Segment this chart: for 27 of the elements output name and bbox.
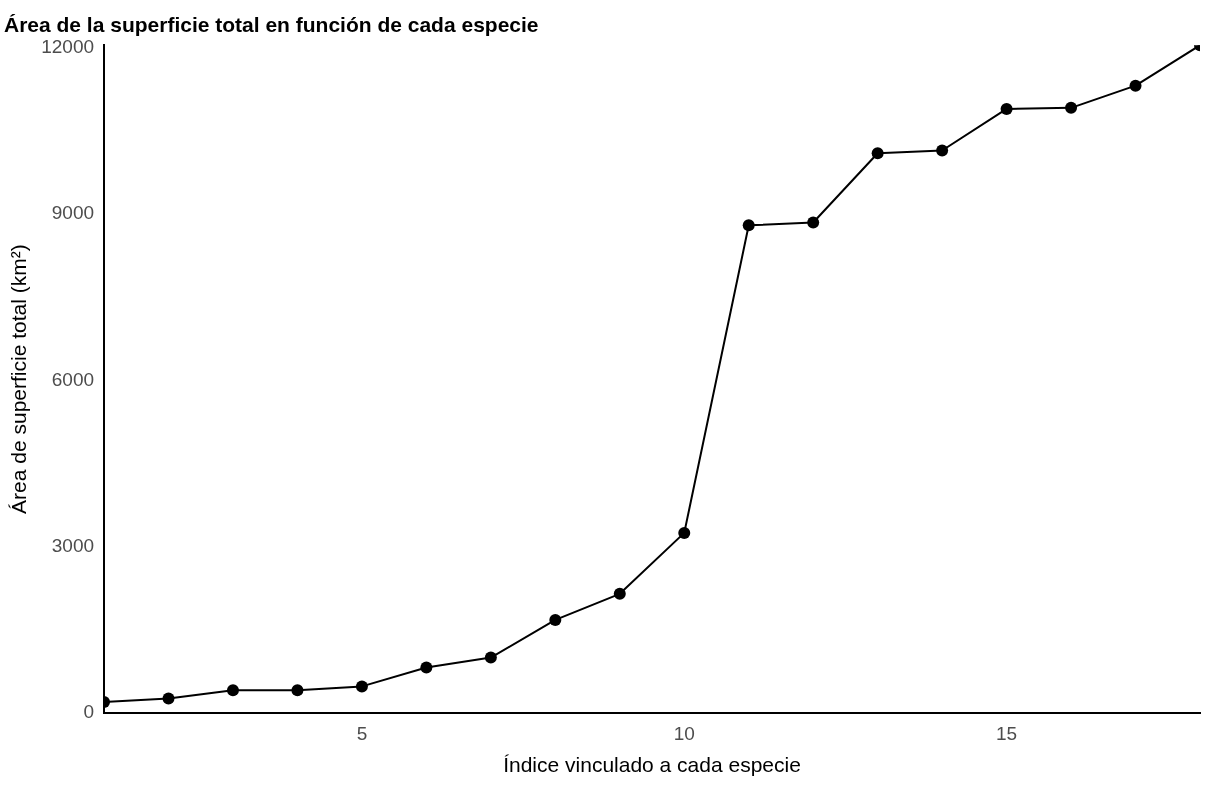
y-tick-label: 0 — [83, 701, 95, 723]
point — [549, 613, 562, 626]
point — [291, 684, 304, 697]
point — [355, 680, 368, 693]
point — [1000, 102, 1013, 115]
y-axis-title: Área de superficie total (km²) — [7, 244, 31, 514]
y-tick-label: 6000 — [51, 368, 95, 390]
x-tick-label: 5 — [356, 722, 368, 744]
point — [742, 219, 755, 232]
point — [1129, 79, 1142, 92]
y-tick-label: 12000 — [41, 36, 95, 58]
point — [678, 526, 691, 539]
x-tick-label: 15 — [996, 722, 1018, 744]
x-tick-label: 10 — [673, 722, 695, 744]
point — [936, 144, 949, 157]
point — [420, 661, 433, 674]
point — [226, 684, 239, 697]
point — [1065, 101, 1078, 114]
point — [162, 692, 175, 705]
y-tick-label: 3000 — [51, 534, 95, 556]
point — [613, 587, 626, 600]
y-tick-label: 9000 — [51, 202, 95, 224]
point — [807, 216, 820, 229]
point — [871, 147, 884, 160]
chart-title: Área de la superficie total en función de cada especie — [4, 13, 539, 37]
x-axis-title: Índice vinculado a cada especie — [503, 753, 801, 777]
point — [484, 651, 497, 664]
